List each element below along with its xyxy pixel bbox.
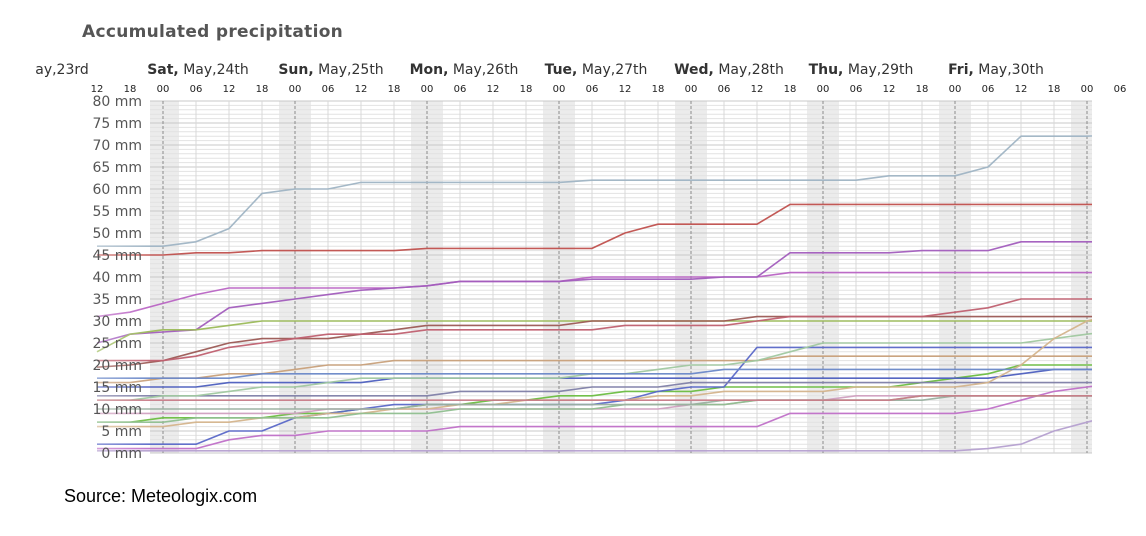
hour-tick-label: 12 [487, 84, 500, 95]
precipitation-chart: 12 18 00 06 12 18 00 06 12 18 00 06 12 18 00 06 12 18 00 06… [0, 62, 1126, 462]
series-line [97, 368, 1092, 388]
y-tick-label: 70 mm [92, 138, 142, 154]
hour-tick-label: 06 [1114, 84, 1127, 95]
hour-tick-label: 18 [256, 84, 269, 95]
y-tick-label: 5 mm [101, 424, 142, 440]
hour-tick-label: 06 [322, 84, 335, 95]
hour-tick-label: 12 [1015, 84, 1028, 95]
y-tick-label: 0 mm [101, 446, 142, 462]
series-line [97, 203, 1092, 256]
hour-tick-label: 00 [289, 84, 302, 95]
day-label: Tue, May,27th [545, 62, 648, 78]
hour-tick-label: 00 [421, 84, 434, 95]
source-note: Source: Meteologix.com [64, 486, 258, 506]
y-tick-label: 50 mm [92, 226, 142, 242]
y-tick-label: 10 mm [92, 402, 142, 418]
series-line [97, 135, 1092, 247]
y-tick-label: 65 mm [92, 160, 142, 176]
series-line [96, 271, 1092, 318]
y-tick-label: 30 mm [92, 314, 142, 330]
series-line [97, 318, 1092, 428]
hour-tick-label: 18 [784, 84, 797, 95]
hour-tick-label: 12 [619, 84, 632, 95]
hour-tick-label: 18 [1048, 84, 1061, 95]
series-line [97, 381, 1092, 397]
y-tick-label: 80 mm [92, 94, 142, 110]
hour-tick-label: 00 [685, 84, 698, 95]
hour-tick-label: 12 [883, 84, 896, 95]
hour-tick-label: 00 [553, 84, 566, 95]
hour-tick-label: 00 [817, 84, 830, 95]
y-tick-label: 45 mm [92, 248, 142, 264]
series-line [96, 241, 1092, 344]
hour-tick-label: 06 [982, 84, 995, 95]
hour-tick-label: 06 [586, 84, 599, 95]
series-line [97, 332, 1092, 402]
hour-tick-label: 18 [520, 84, 533, 95]
hour-tick-label: 12 [751, 84, 764, 95]
hour-tick-label: 12 [223, 84, 236, 95]
y-tick-label: 40 mm [92, 270, 142, 286]
hour-tick-label: 12 [91, 84, 104, 95]
day-label: Sun, May,25th [278, 62, 383, 78]
series-line [97, 346, 1092, 446]
hour-tick-label: 12 [355, 84, 368, 95]
y-tick-label: 35 mm [92, 292, 142, 308]
hour-tick-label: 18 [388, 84, 401, 95]
hour-tick-label: 18 [916, 84, 929, 95]
hour-tick-label: 00 [157, 84, 170, 95]
day-label: Wed, May,28th [674, 62, 784, 78]
series-line [97, 385, 1092, 450]
y-tick-label: 75 mm [92, 116, 142, 132]
series-line [97, 298, 1092, 362]
y-tick-label: 55 mm [92, 204, 142, 220]
chart-title: Accumulated precipitation [82, 22, 344, 42]
y-tick-label: 15 mm [92, 380, 142, 396]
hour-tick-label: 00 [949, 84, 962, 95]
y-tick-label: 25 mm [92, 336, 142, 352]
hour-tick-label: 06 [850, 84, 863, 95]
day-label: Sat, May,24th [147, 62, 249, 78]
hour-tick-label: 18 [124, 84, 137, 95]
hour-tick-label: 06 [454, 84, 467, 95]
hour-tick-label: 00 [1081, 84, 1094, 95]
series-lines [96, 135, 1092, 452]
series-line [97, 394, 1092, 402]
day-label: Fri, May,30th [948, 62, 1044, 78]
axis-labels: 12 18 00 06 12 18 00 06 12 18 00 06 12 18 00 06 12 18 00 06… [0, 62, 1126, 462]
series-line [97, 420, 1092, 452]
hour-tick-label: 06 [190, 84, 203, 95]
hour-tick-label: 06 [718, 84, 731, 95]
series-line [96, 320, 1092, 353]
y-tick-label: 20 mm [92, 358, 142, 374]
hour-tick-label: 18 [652, 84, 665, 95]
series-line [97, 368, 1092, 380]
series-line [97, 355, 1092, 384]
y-tick-label: 60 mm [92, 182, 142, 198]
left-fade [0, 95, 150, 460]
day-label: ay,23rd [35, 62, 89, 78]
day-label: Mon, May,26th [410, 62, 519, 78]
day-label: Thu, May,29th [809, 62, 914, 78]
